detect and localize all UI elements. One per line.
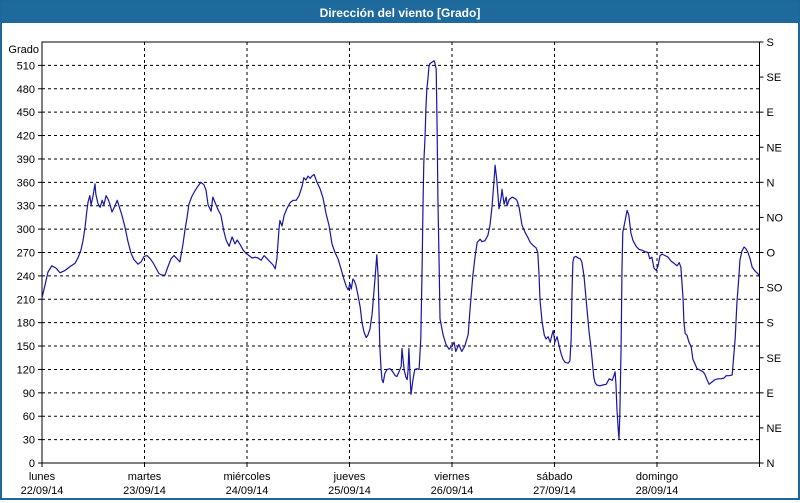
compass-tick-label: E (767, 107, 774, 119)
date-label: 25/09/14 (328, 485, 371, 497)
y-axis-tick-label: 330 (17, 201, 35, 213)
y-axis-tick-label: 390 (17, 154, 35, 166)
y-axis-tick-label: 510 (17, 60, 35, 72)
compass-tick-label: E (767, 388, 774, 400)
y-axis-title: Grado (8, 44, 39, 56)
day-label: miércoles (223, 471, 271, 483)
y-axis-tick-label: 30 (23, 435, 35, 447)
compass-tick-label: SO (767, 283, 783, 295)
y-axis-tick-label: 420 (17, 131, 35, 143)
chart-area: 0 30 60 90 120 150 180 210 240 270 300 330 360 390 420… (2, 23, 798, 498)
date-label: 27/09/14 (533, 485, 576, 497)
y-axis-tick-label: 270 (17, 248, 35, 260)
day-label: jueves (333, 471, 366, 483)
y-axis-tick-label: 450 (17, 107, 35, 119)
compass-tick-label: O (767, 248, 776, 260)
compass-tick-label: NE (767, 423, 782, 435)
date-label: 28/09/14 (636, 485, 679, 497)
y-axis-tick-label: 240 (17, 271, 35, 283)
y-axis-tick-label: 180 (17, 318, 35, 330)
day-label: sábado (536, 471, 572, 483)
date-label: 23/09/14 (123, 485, 166, 497)
day-label: lunes (29, 471, 56, 483)
title-bar: Dirección del viento [Grado] (2, 2, 798, 23)
y-axis-tick-label: 120 (17, 364, 35, 376)
chart-title: Dirección del viento [Grado] (319, 5, 481, 20)
y-axis-tick-label: 210 (17, 294, 35, 306)
date-label: 26/09/14 (431, 485, 474, 497)
y-axis-tick-label: 60 (23, 411, 35, 423)
y-axis-tick-label: 0 (29, 458, 35, 470)
date-label: 22/09/14 (21, 485, 64, 497)
date-label: 24/09/14 (226, 485, 269, 497)
compass-tick-label: SE (767, 353, 782, 365)
compass-tick-label: SE (767, 72, 782, 84)
plot-frame (41, 41, 760, 464)
compass-tick-label: NO (767, 212, 784, 224)
wind-direction-chart: 0 30 60 90 120 150 180 210 240 270 300 330 360 390 420… (8, 37, 784, 497)
wind-direction-line (41, 60, 760, 440)
y-axis-tick-label: 150 (17, 341, 35, 353)
day-label: domingo (636, 471, 678, 483)
compass-tick-label: NE (767, 142, 782, 154)
compass-tick-label: S (767, 318, 774, 330)
y-axis-tick-label: 90 (23, 388, 35, 400)
compass-tick-label: S (767, 37, 774, 49)
y-axis-tick-label: 300 (17, 224, 35, 236)
compass-tick-label: N (767, 177, 775, 189)
day-label: martes (128, 471, 162, 483)
compass-tick-label: N (767, 458, 775, 470)
day-label: viernes (434, 471, 470, 483)
y-axis-tick-label: 480 (17, 84, 35, 96)
y-axis-tick-label: 360 (17, 177, 35, 189)
